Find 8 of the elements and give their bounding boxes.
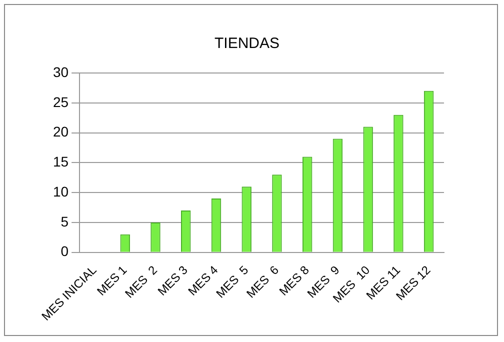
y-tick-label: 5 bbox=[60, 213, 69, 230]
y-tick-label: 30 bbox=[52, 64, 69, 80]
y-tick-label: 10 bbox=[52, 183, 69, 200]
y-tick-label: 25 bbox=[52, 94, 69, 110]
y-tick-label: 20 bbox=[52, 124, 69, 140]
y-tick-label: 0 bbox=[60, 243, 69, 260]
chart-title: TIENDAS bbox=[214, 35, 280, 52]
y-tick-label: 15 bbox=[52, 154, 69, 170]
